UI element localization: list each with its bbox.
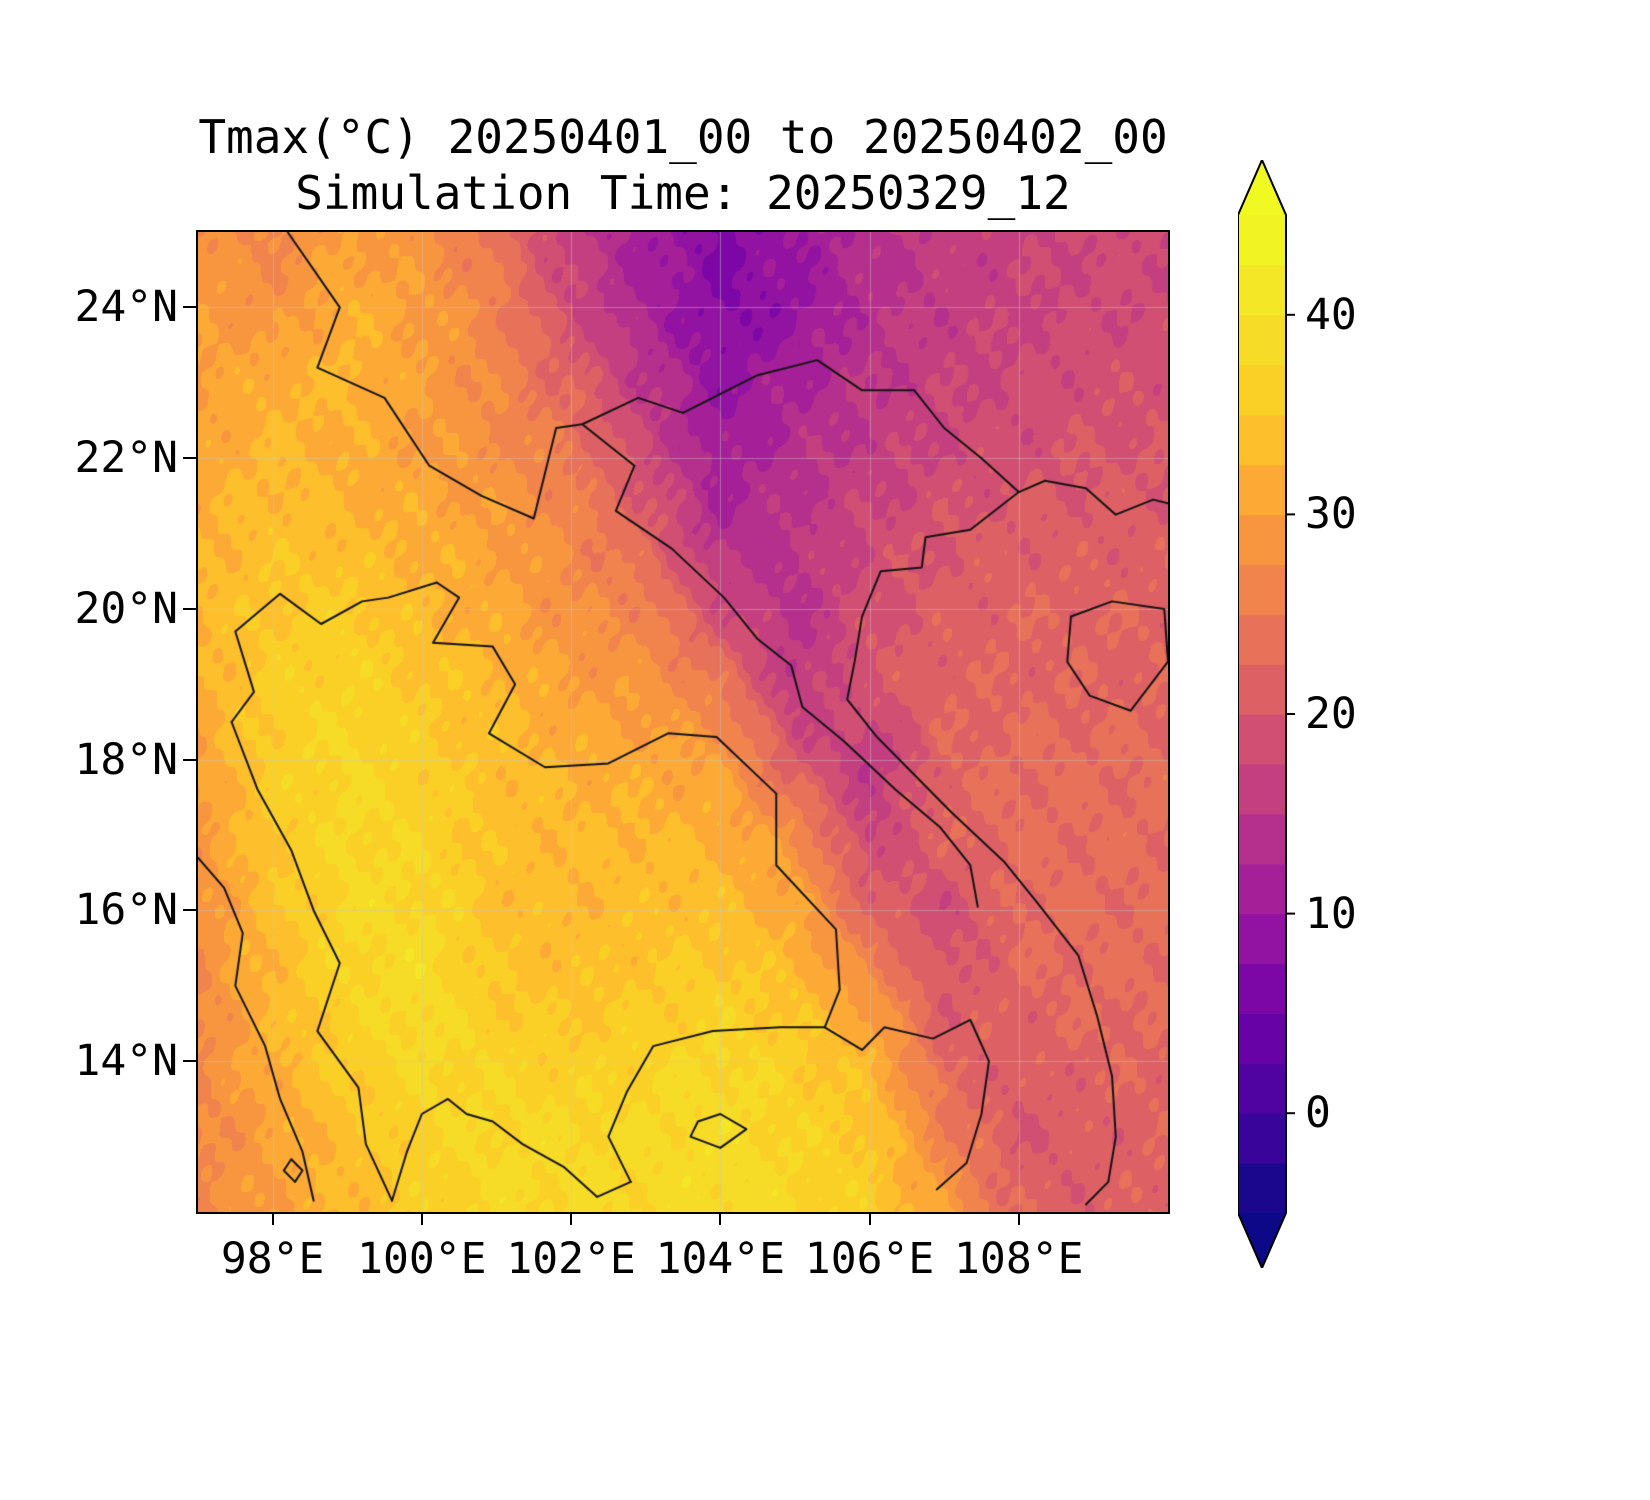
chart-title: Tmax(°C) 20250401_00 to 20250402_00 <box>198 110 1168 164</box>
colorbar-tick-label: 30 <box>1305 489 1357 540</box>
x-axis-tick <box>1017 1212 1020 1225</box>
x-axis-tick-label: 108°E <box>954 1234 1084 1284</box>
colorbar-svg <box>1237 157 1295 1271</box>
x-axis-tick-label: 100°E <box>357 1234 487 1284</box>
y-axis-tick-label: 16°N <box>74 885 178 936</box>
colorbar <box>1237 157 1298 1271</box>
y-axis-tick <box>183 306 196 309</box>
x-axis-tick <box>420 1212 423 1225</box>
colorbar-tick-label: 20 <box>1305 689 1357 739</box>
x-axis-tick <box>271 1212 274 1225</box>
y-axis-tick-label: 18°N <box>74 734 178 785</box>
x-axis-tick-label: 104°E <box>655 1234 786 1284</box>
temperature-heatmap-canvas <box>198 232 1168 1212</box>
y-axis-tick-label: 22°N <box>74 433 178 484</box>
y-axis-tick-label: 24°N <box>74 282 178 333</box>
y-axis-tick <box>183 457 196 460</box>
x-axis-tick <box>868 1212 871 1225</box>
colorbar-tick-label: 10 <box>1305 888 1357 939</box>
colorbar-tick-label: 0 <box>1305 1088 1331 1139</box>
x-axis-tick-label: 106°E <box>804 1234 935 1284</box>
colorbar-tick-label: 40 <box>1305 289 1357 340</box>
x-axis-tick <box>719 1212 722 1225</box>
y-axis-tick <box>183 1060 196 1063</box>
x-axis-tick-label: 102°E <box>506 1234 636 1284</box>
y-axis-tick <box>183 909 196 912</box>
x-axis-tick <box>570 1212 573 1225</box>
colorbar-tick-labels: 0 10 20 30 40 <box>1305 160 1425 1270</box>
y-axis-tick-label: 14°N <box>74 1036 178 1087</box>
y-axis-tick <box>183 607 196 610</box>
y-axis-tick <box>183 758 196 761</box>
y-axis-tick-label: 20°N <box>74 583 178 634</box>
x-axis-tick-label: 98°E <box>220 1234 325 1284</box>
map-plot-area: 98°E 100°E 102°E 104°E 106°E 108°E 14°N 16°N 18°… <box>74 230 1170 1284</box>
chart-subtitle: Simulation Time: 20250329_12 <box>295 166 1071 220</box>
